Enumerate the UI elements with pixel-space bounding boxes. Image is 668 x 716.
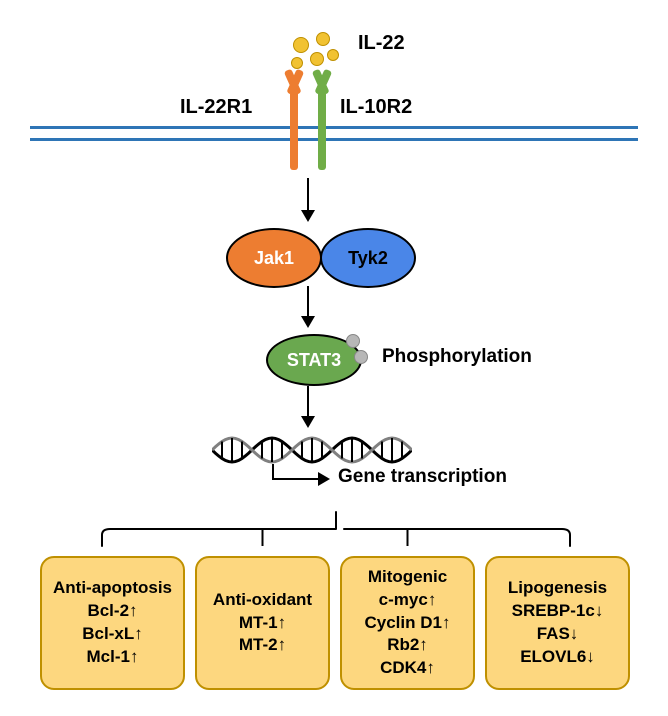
il10r2-label: IL-10R2 [340,96,412,119]
box-anti-apoptosis-line: Bcl-xL↑ [82,623,142,646]
phosphorylation-dot [354,350,368,364]
box-anti-apoptosis-title: Anti-apoptosis [53,577,172,600]
tyk2-node-label: Tyk2 [348,248,388,269]
box-lipogenesis-line: FAS↓ [537,623,579,646]
phosphorylation-label: Phosphorylation [382,346,532,368]
box-lipogenesis-title: Lipogenesis [508,577,607,600]
il22-ligand-dot [291,57,303,69]
stat3-node-label: STAT3 [287,350,341,371]
il22-ligand-dot [316,32,330,46]
il22-ligand-dot [327,49,339,61]
box-mitogenic-line: CDK4↑ [380,657,435,680]
outcome-bracket [0,504,668,564]
membrane-line-bottom [30,138,638,141]
phosphorylation-dot [346,334,360,348]
box-lipogenesis-line: ELOVL6↓ [520,646,595,669]
box-lipogenesis-line: SREBP-1c↓ [512,600,604,623]
membrane-line-top [30,126,638,129]
box-anti-oxidant-line: MT-1↑ [239,612,286,635]
box-anti-apoptosis-line: Mcl-1↑ [87,646,139,669]
box-anti-apoptosis: Anti-apoptosisBcl-2↑Bcl-xL↑Mcl-1↑ [40,556,185,690]
jak1-node-label: Jak1 [254,248,294,269]
box-mitogenic-line: Cyclin D1↑ [365,612,451,635]
box-lipogenesis: LipogenesisSREBP-1c↓FAS↓ELOVL6↓ [485,556,630,690]
receptor-il22r1 [290,70,298,170]
box-anti-oxidant: Anti-oxidantMT-1↑MT-2↑ [195,556,330,690]
box-anti-oxidant-line: MT-2↑ [239,634,286,657]
receptor-il10r2 [318,70,326,170]
box-mitogenic: Mitogenicc-myc↑Cyclin D1↑Rb2↑CDK4↑ [340,556,475,690]
gene-transcription-label: Gene transcription [338,466,507,488]
box-mitogenic-line: c-myc↑ [379,589,437,612]
dna-helix [212,433,412,467]
il22-ligand-dot [310,52,324,66]
jak1-node: Jak1 [226,228,322,288]
il22-ligand-dot [293,37,309,53]
il22r1-label: IL-22R1 [180,96,252,119]
box-anti-oxidant-title: Anti-oxidant [213,589,312,612]
tyk2-node: Tyk2 [320,228,416,288]
il22-label: IL-22 [358,32,405,55]
box-mitogenic-line: Rb2↑ [387,634,428,657]
box-anti-apoptosis-line: Bcl-2↑ [87,600,137,623]
box-mitogenic-title: Mitogenic [368,566,447,589]
